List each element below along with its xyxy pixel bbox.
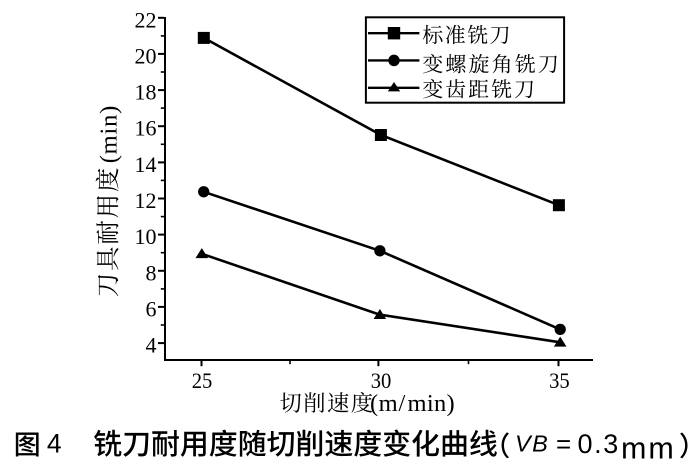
svg-text:12: 12 <box>135 189 157 213</box>
svg-text:6: 6 <box>146 297 157 321</box>
svg-text:14: 14 <box>135 153 157 177</box>
svg-text:18: 18 <box>135 81 157 105</box>
svg-text:4: 4 <box>47 429 62 459</box>
svg-text:min): min) <box>408 390 455 417</box>
svg-text:(min): (min) <box>96 105 123 163</box>
svg-text:0.3: 0.3 <box>578 429 620 459</box>
svg-text:10: 10 <box>135 225 157 249</box>
svg-text:=: = <box>556 429 571 459</box>
svg-text:4: 4 <box>146 334 157 358</box>
svg-text:20: 20 <box>135 44 157 68</box>
svg-text:mm: mm <box>621 432 676 466</box>
svg-text:35: 35 <box>549 368 570 393</box>
svg-text:VB: VB <box>515 431 549 457</box>
svg-text:22: 22 <box>135 8 157 32</box>
svg-text:8: 8 <box>146 261 157 285</box>
svg-text:/: / <box>399 390 406 417</box>
svg-text:30: 30 <box>371 368 392 393</box>
svg-text:25: 25 <box>192 368 213 393</box>
svg-text:16: 16 <box>135 117 157 141</box>
svg-text:(m: (m <box>370 390 398 417</box>
